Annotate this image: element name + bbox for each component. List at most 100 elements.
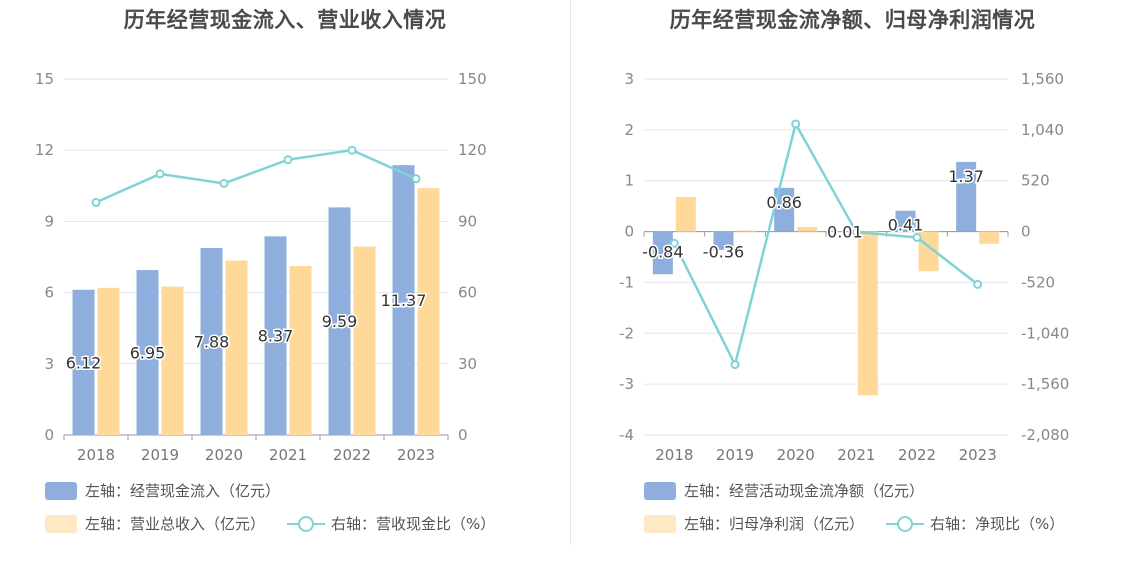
chart-title: 历年经营现金流入、营业收入情况: [123, 8, 447, 32]
legend-swatch-orange: [644, 514, 676, 533]
y-right-tick-label: -1,560: [1021, 375, 1069, 393]
data-label: 11.37: [381, 291, 427, 310]
legend-label: 左轴：经营现金流入（亿元）: [85, 482, 281, 500]
bar: [713, 231, 734, 250]
x-tick-label: 2022: [898, 446, 936, 464]
x-tick-label: 2020: [777, 446, 815, 464]
line-marker-icon: [287, 515, 326, 532]
x-tick-label: 2022: [333, 446, 371, 464]
x-tick-label: 2023: [397, 446, 435, 464]
x-tick-label: 2019: [716, 446, 754, 464]
y-right-tick-label: 60: [458, 284, 477, 302]
line-point: [155, 169, 165, 179]
legend-row: 左轴：经营活动现金流净额（亿元）: [644, 480, 946, 501]
bar: [774, 187, 795, 232]
y-left-tick-label: 9: [44, 212, 54, 230]
legend-swatch-blue: [45, 481, 77, 500]
bar: [328, 207, 351, 435]
line-point: [912, 232, 922, 242]
data-label: 0.41: [888, 216, 924, 235]
legend-label: 左轴：归母净利润（亿元）: [684, 515, 865, 533]
data-label: 6.12: [66, 353, 102, 372]
y-right-tick-label: 90: [458, 212, 477, 230]
y-left-tick-label: 3: [624, 70, 634, 88]
bar: [289, 266, 312, 435]
y-right-tick-label: 520: [1021, 172, 1050, 190]
y-left-tick-label: 1: [624, 172, 634, 190]
legend-label: 右轴：净现比（%）: [930, 515, 1065, 533]
y-left-tick-label: 0: [624, 223, 634, 241]
x-tick-label: 2019: [141, 446, 179, 464]
legend-item[interactable]: 左轴：经营现金流入（亿元）: [45, 480, 280, 501]
data-label: -0.36: [703, 243, 744, 262]
bar: [200, 247, 223, 435]
y-right-tick-label: 1,560: [1021, 70, 1064, 88]
y-right-tick-label: -520: [1021, 273, 1055, 291]
y-left-tick-label: 2: [624, 121, 634, 139]
legend-row: 左轴：归母净利润（亿元） 右轴：净现比（%）: [644, 513, 1086, 534]
legend-item[interactable]: 右轴：净现比（%）: [886, 513, 1064, 534]
bar: [161, 286, 184, 435]
chart-title: 历年经营现金流净额、归母净利润情况: [669, 8, 1036, 32]
x-tick-label: 2018: [77, 446, 115, 464]
line-point: [791, 119, 801, 129]
y-right-tick-label: 1,040: [1021, 121, 1064, 139]
legend-swatch-orange: [45, 514, 77, 533]
panel-divider: [570, 0, 571, 545]
data-label: 0.01: [827, 223, 863, 242]
bar: [97, 287, 120, 435]
bar: [857, 231, 878, 396]
bar: [675, 196, 696, 232]
legend-row: 左轴：营业总收入（亿元） 右轴：营收现金比（%）: [45, 513, 517, 534]
legend-item[interactable]: 左轴：经营活动现金流净额（亿元）: [644, 480, 924, 501]
y-left-tick-label: -3: [619, 375, 634, 393]
chart-canvas: 0 0 3 30 6 60 9 90 12 120 15 150 2018 2019 2020 2021 202…: [35, 70, 487, 464]
line-point: [973, 279, 983, 289]
chart-panel-net-cash-profit: 历年经营现金流净额、归母净利润情况 -4 -2,080 -3 -1,560 -2 -1,0…: [571, 0, 1134, 582]
y-right-tick-label: 30: [458, 355, 477, 373]
data-label: 0.86: [766, 193, 802, 212]
x-tick-label: 2021: [837, 446, 875, 464]
y-left-tick-label: 3: [44, 355, 54, 373]
bar: [652, 231, 673, 275]
y-left-tick-label: 12: [35, 141, 54, 159]
chart-canvas: -4 -2,080 -3 -1,560 -2 -1,040 -1 -520 0 0 1 520 2 1,0…: [619, 70, 1069, 464]
x-tick-label: 2021: [269, 446, 307, 464]
legend-item[interactable]: 左轴：归母净利润（亿元）: [644, 513, 864, 534]
y-right-tick-label: 0: [1021, 223, 1031, 241]
bar: [392, 165, 415, 436]
bar: [956, 161, 977, 232]
legend-item[interactable]: 右轴：营收现金比（%）: [287, 513, 495, 534]
line-point: [730, 360, 740, 370]
series-line: [673, 120, 979, 369]
y-right-tick-label: -2,080: [1021, 426, 1069, 444]
data-label: 1.37: [948, 167, 984, 186]
line-point: [91, 197, 101, 207]
chart-panel-cash-inflow-revenue: 历年经营现金流入、营业收入情况 0 0 3 30 6 60 9 90 12 120 15 150 201…: [35, 8, 517, 534]
data-label: 6.95: [130, 344, 166, 363]
x-tick-label: 2020: [205, 446, 243, 464]
bar: [834, 231, 855, 233]
line-marker-icon: [886, 515, 925, 532]
legend-row: 左轴：经营现金流入（亿元）: [45, 480, 302, 501]
y-left-tick-label: 15: [35, 70, 54, 88]
y-right-tick-label: 0: [458, 426, 468, 444]
data-label: 9.59: [322, 312, 358, 331]
bar: [264, 236, 287, 435]
legend-swatch-blue: [644, 481, 676, 500]
y-left-tick-label: 6: [44, 284, 54, 302]
bar: [797, 226, 818, 232]
y-right-tick-label: 120: [458, 141, 487, 159]
y-right-tick-label: -1,040: [1021, 324, 1069, 342]
legend-item[interactable]: 左轴：营业总收入（亿元）: [45, 513, 265, 534]
legend-label: 左轴：经营活动现金流净额（亿元）: [684, 482, 925, 500]
data-label: -0.84: [642, 243, 683, 262]
bar: [353, 246, 376, 435]
y-left-tick-label: -4: [619, 426, 634, 444]
y-right-tick-label: 150: [458, 70, 487, 88]
line-point: [411, 174, 421, 184]
series-line: [95, 148, 417, 204]
y-left-tick-label: 0: [44, 426, 54, 444]
bar: [736, 230, 757, 232]
line-point: [851, 227, 861, 237]
